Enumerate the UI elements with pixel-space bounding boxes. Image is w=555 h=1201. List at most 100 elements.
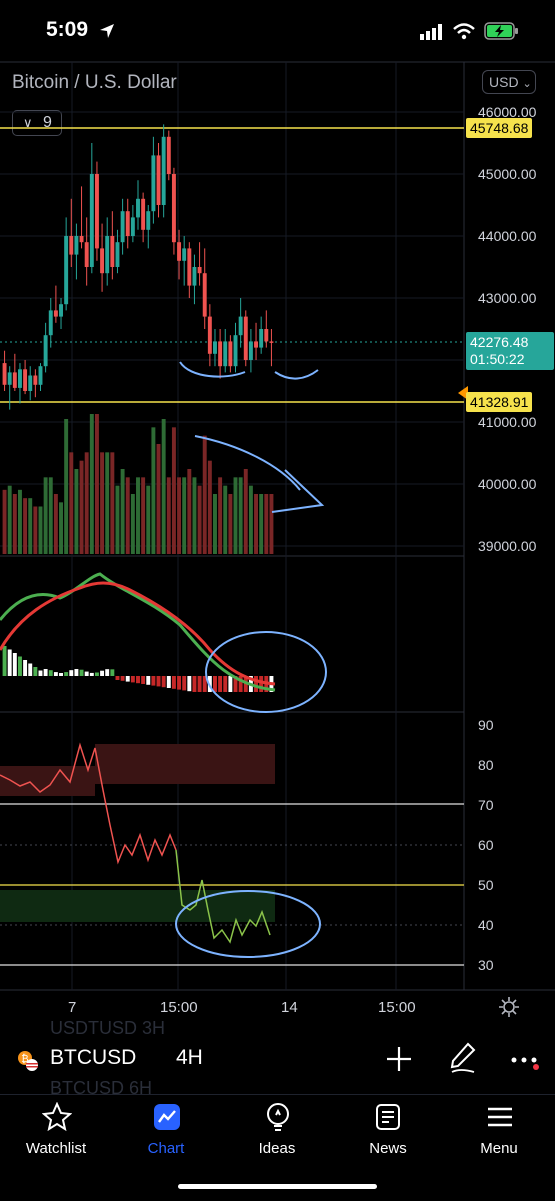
candle-body[interactable] [207, 316, 212, 354]
volume-bar [233, 477, 238, 554]
candle-body[interactable] [156, 155, 161, 205]
candle-body[interactable] [84, 242, 89, 267]
macd-histogram-bar [202, 676, 207, 692]
candle-body[interactable] [202, 273, 207, 317]
candle-body[interactable] [136, 198, 140, 218]
candle-body[interactable] [223, 341, 228, 367]
volume-bar [89, 414, 94, 554]
candle-body[interactable] [89, 174, 94, 267]
candle-body[interactable] [120, 211, 125, 243]
candle-body[interactable] [23, 369, 28, 391]
macd-histogram-bar [17, 656, 22, 676]
location-arrow-icon [100, 24, 114, 38]
macd-histogram-bar [48, 670, 53, 676]
currency-selector[interactable]: USD ⌄ [482, 70, 536, 94]
candle-body[interactable] [192, 267, 197, 286]
rsi-tick: 30 [478, 957, 494, 973]
candle-body[interactable] [228, 341, 233, 367]
annotation-arrow[interactable] [194, 435, 325, 513]
candle-body[interactable] [197, 267, 202, 274]
candle-body[interactable] [151, 155, 156, 212]
chevron-down-icon: ⌄ [522, 78, 532, 90]
annotation-circle[interactable] [205, 631, 327, 713]
candle-body[interactable] [74, 236, 79, 255]
volume-bar [238, 477, 243, 554]
annotation-curve[interactable] [179, 361, 246, 378]
volume-bar [146, 485, 151, 554]
candle-body[interactable] [182, 248, 187, 261]
candle-body[interactable] [141, 198, 146, 230]
candle-body[interactable] [243, 316, 248, 360]
annotation-circle[interactable] [175, 890, 321, 958]
candle-body[interactable] [43, 335, 48, 367]
chevron-down-icon: ∨ [23, 115, 33, 130]
candle-body[interactable] [12, 372, 17, 388]
candle-body[interactable] [269, 341, 274, 343]
candle-body[interactable] [115, 242, 120, 267]
candle-body[interactable] [7, 372, 12, 385]
macd-histogram-bar [151, 676, 156, 686]
candle-body[interactable] [130, 217, 135, 236]
candle-body[interactable] [33, 375, 38, 385]
macd-histogram-bar [28, 663, 33, 676]
candle-body[interactable] [110, 236, 115, 267]
more-options-icon[interactable] [510, 1054, 540, 1070]
candle-body[interactable] [94, 174, 99, 249]
home-indicator[interactable] [178, 1184, 377, 1189]
candle-body[interactable] [105, 236, 110, 274]
volume-bar [79, 460, 84, 554]
volume-bar [141, 477, 146, 554]
candle-body[interactable] [69, 236, 74, 255]
low-price-tag: 41328.91 [466, 392, 533, 412]
candle-body[interactable] [38, 366, 43, 385]
volume-bar [269, 494, 274, 554]
candle-body[interactable] [146, 211, 151, 230]
macd-histogram-bar [228, 676, 233, 692]
volume-bar [105, 452, 110, 554]
macd-histogram-bar [59, 673, 63, 676]
candle-body[interactable] [17, 369, 22, 388]
macd-histogram-bar [7, 649, 12, 676]
price-chart[interactable] [0, 0, 555, 1020]
indicators-toggle-button[interactable]: ∨ 9 [12, 110, 62, 136]
candle-body[interactable] [161, 136, 166, 205]
candle-body[interactable] [254, 341, 259, 348]
candle-body[interactable] [218, 341, 223, 367]
candle-body[interactable] [79, 236, 84, 243]
macd-histogram-bar [43, 669, 48, 676]
candle-body[interactable] [64, 236, 69, 305]
candle-body[interactable] [264, 329, 269, 342]
candle-body[interactable] [48, 310, 53, 336]
volume-bar [43, 477, 48, 554]
volume-bar [110, 452, 115, 554]
candle-body[interactable] [171, 174, 176, 243]
symbol-selector[interactable]: BTCUSD [50, 1046, 137, 1069]
chart-settings-gear-icon[interactable] [498, 996, 520, 1018]
oversold-zone [0, 890, 275, 922]
currency-label: USD [489, 74, 519, 90]
candle-body[interactable] [213, 341, 217, 354]
candle-body[interactable] [53, 310, 58, 317]
interval-selector[interactable]: 4H [176, 1046, 203, 1069]
macd-histogram-bar [33, 667, 38, 676]
candle-body[interactable] [233, 335, 238, 367]
candle-body[interactable] [2, 363, 7, 385]
candle-body[interactable] [259, 329, 264, 348]
candle-body[interactable] [59, 304, 63, 317]
macd-histogram-bar [120, 676, 125, 681]
annotation-curve[interactable] [274, 369, 319, 380]
candle-body[interactable] [166, 136, 171, 174]
signal-line [0, 581, 276, 686]
macd-histogram-bar [110, 669, 115, 676]
candle-body[interactable] [177, 242, 182, 261]
volume-bar [223, 485, 228, 554]
candle-body[interactable] [100, 248, 105, 274]
candle-body[interactable] [248, 341, 253, 360]
candle-body[interactable] [28, 375, 33, 392]
volume-bar [2, 489, 7, 554]
candle-body[interactable] [187, 248, 192, 286]
drawing-tools-pen-icon[interactable] [448, 1042, 478, 1074]
candle-body[interactable] [238, 316, 243, 336]
add-indicator-plus-icon[interactable] [386, 1046, 412, 1072]
candle-body[interactable] [125, 211, 130, 236]
